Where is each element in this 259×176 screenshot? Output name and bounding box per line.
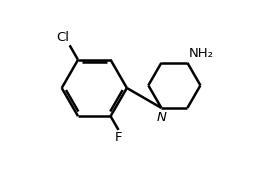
Text: Cl: Cl [56,32,69,45]
Text: F: F [115,131,122,144]
Text: NH₂: NH₂ [189,47,214,60]
Text: N: N [156,111,166,124]
